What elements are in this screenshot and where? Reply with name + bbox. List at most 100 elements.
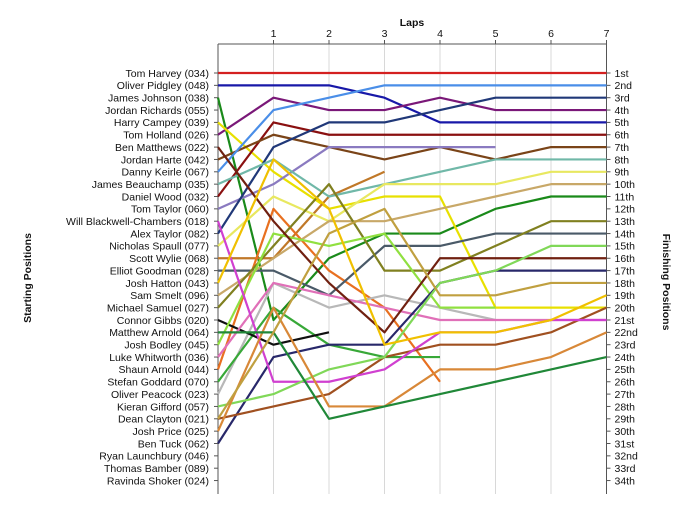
starting-position-label: Josh Bodley (045) — [124, 340, 209, 352]
finishing-position-label: 3rd — [615, 93, 630, 105]
series-line-8 — [217, 133, 607, 161]
starting-position-label: Luke Whitworth (036) — [109, 352, 209, 364]
series-line-10 — [217, 146, 496, 210]
finishing-position-label: 26th — [615, 377, 636, 389]
y-axis-label-right: Finishing Positions — [660, 234, 672, 331]
series-line-6 — [217, 121, 607, 198]
starting-position-label: Oliver Peacock (023) — [111, 389, 209, 401]
series-line-12 — [217, 158, 607, 198]
starting-position-label: Josh Price (025) — [133, 426, 209, 438]
finishing-position-label: 30th — [615, 426, 636, 438]
starting-position-label: Jordan Harte (042) — [121, 154, 209, 166]
lap-tick-label: 6 — [548, 28, 554, 40]
finishing-position-label: 18th — [615, 278, 636, 290]
starting-position-label: Josh Hatton (043) — [126, 278, 209, 290]
starting-position-label: James Johnson (038) — [108, 93, 209, 105]
starting-position-label: Harry Campey (039) — [114, 117, 209, 129]
series-line-18 — [217, 183, 607, 297]
series-line-16 — [217, 170, 607, 247]
starting-position-label: Kieran Gifford (057) — [117, 401, 209, 413]
finishing-position-label: 4th — [615, 105, 630, 117]
finishing-position-label: 6th — [615, 130, 630, 142]
finishing-position-label: 33rd — [615, 463, 636, 475]
starting-position-label: Elliot Goodman (028) — [110, 265, 209, 277]
series-line-23 — [217, 146, 607, 334]
finishing-position-label: 31st — [615, 438, 635, 450]
series-line-2 — [218, 84, 607, 124]
lap-tick-label: 5 — [493, 28, 499, 40]
finishing-position-label: 22nd — [615, 327, 639, 339]
finishing-position-label: 23rd — [615, 340, 636, 352]
starting-position-label: James Beauchamp (035) — [92, 179, 209, 191]
finishing-position-label: 15th — [615, 241, 636, 253]
finishing-position-label: 1st — [615, 68, 629, 80]
starting-position-label: Tom Holland (026) — [123, 130, 209, 142]
finishing-position-label: 11th — [615, 191, 635, 203]
series-lines — [216, 71, 607, 445]
finishing-position-label: 9th — [615, 167, 630, 179]
series-line-3 — [216, 97, 607, 322]
starting-position-label: Tom Harvey (034) — [126, 68, 209, 80]
starting-position-label: Matthew Arnold (064) — [109, 327, 209, 339]
starting-position-label: Jordan Richards (055) — [105, 105, 209, 117]
starting-position-label: Ben Matthews (022) — [115, 142, 209, 154]
finishing-position-label: 25th — [615, 364, 636, 376]
starting-position-label: Thomas Bamber (089) — [104, 463, 209, 475]
starting-position-label: Connor Gibbs (020) — [117, 315, 209, 327]
series-line-31 — [216, 158, 607, 346]
starting-position-label: Stefan Goddard (070) — [107, 377, 209, 389]
series-line-17 — [218, 232, 607, 297]
lap-tick-label: 1 — [271, 28, 277, 40]
series-line-4 — [217, 96, 607, 136]
series-line-21 — [217, 232, 496, 346]
finishing-position-labels: 1st2nd3rd4th5th6th7th8th9th10th11th12th1… — [615, 68, 639, 488]
finishing-position-label: 32nd — [615, 451, 639, 463]
starting-position-label: Shaun Arnold (044) — [119, 364, 209, 376]
finishing-position-label: 21st — [615, 315, 635, 327]
series-line-11 — [217, 96, 607, 235]
finishing-position-label: 7th — [615, 142, 630, 154]
starting-position-label: Ben Tuck (062) — [138, 438, 209, 450]
series-line-25 — [217, 306, 607, 420]
starting-position-label: Michael Samuel (027) — [107, 302, 209, 314]
finishing-position-label: 2nd — [615, 80, 633, 92]
starting-position-label: Nicholas Spaull (077) — [109, 241, 209, 253]
starting-position-label: Will Blackwell-Chambers (018) — [66, 216, 209, 228]
finishing-position-label: 29th — [615, 414, 636, 426]
starting-position-label: Daniel Wood (032) — [122, 191, 209, 203]
lap-tick-label: 7 — [604, 28, 610, 40]
axes: 1 2 3 4 5 6 7 — [214, 28, 611, 494]
finishing-position-label: 34th — [615, 475, 636, 487]
starting-position-labels: Tom Harvey (034)Oliver Pidgley (048)Jame… — [66, 68, 209, 488]
starting-position-label: Ravinda Shoker (024) — [107, 475, 209, 487]
starting-position-label: Oliver Pidgley (048) — [117, 80, 209, 92]
y-axis-label-left: Starting Positions — [22, 233, 34, 323]
finishing-position-label: 20th — [615, 302, 636, 314]
finishing-position-label: 16th — [615, 253, 636, 265]
series-line-9 — [217, 84, 607, 173]
series-line-29 — [218, 331, 607, 420]
lap-tick-label: 4 — [437, 28, 443, 40]
chart-title: Laps — [400, 17, 425, 29]
series-line-7 — [218, 170, 385, 260]
finishing-position-label: 27th — [615, 389, 636, 401]
lap-tick-label: 2 — [326, 28, 332, 40]
starting-position-label: Scott Wylie (068) — [129, 253, 209, 265]
starting-position-label: Dean Clayton (021) — [118, 414, 209, 426]
finishing-position-label: 28th — [615, 401, 636, 413]
finishing-position-label: 5th — [615, 117, 630, 129]
finishing-position-label: 12th — [615, 204, 636, 216]
starting-position-label: Tom Taylor (060) — [131, 204, 209, 216]
starting-position-label: Alex Taylor (082) — [130, 228, 209, 240]
finishing-position-label: 13th — [615, 216, 636, 228]
finishing-position-label: 14th — [615, 228, 636, 240]
starting-position-label: Ryan Launchbury (046) — [99, 451, 209, 463]
finishing-position-label: 10th — [615, 179, 636, 191]
starting-position-label: Danny Keirle (067) — [121, 167, 209, 179]
series-line-24 — [217, 269, 607, 445]
series-line-27 — [217, 244, 607, 408]
starting-position-label: Sam Smelt (096) — [130, 290, 209, 302]
finishing-position-label: 19th — [615, 290, 636, 302]
finishing-position-label: 8th — [615, 154, 630, 166]
